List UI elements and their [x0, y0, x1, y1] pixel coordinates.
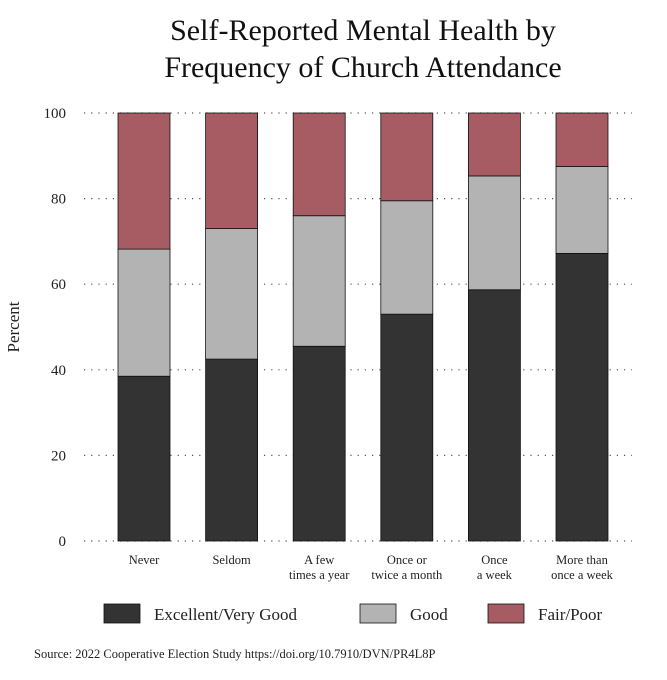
- bar-segment-good-3: [292, 215, 346, 347]
- x-category-label: Never: [129, 553, 160, 567]
- y-axis-ticks: 0 20 40 60 80 100: [44, 106, 67, 550]
- x-category-label: More than: [556, 553, 608, 567]
- legend-label: Fair/Poor: [538, 605, 603, 624]
- chart-title-line-1: Self-Reported Mental Health by: [170, 14, 556, 47]
- bar-segment-fair-poor-6: [555, 112, 609, 167]
- y-tick-label: 100: [44, 106, 67, 122]
- legend-swatch-excellent-very-good: [103, 603, 141, 624]
- x-category-label: times a year: [289, 568, 350, 582]
- y-tick-label: 20: [51, 448, 66, 464]
- bar-segment-fair-poor-1: [117, 112, 171, 250]
- x-category-label: twice a month: [371, 568, 443, 582]
- bar-segment-excellent-very-good-2: [205, 358, 259, 542]
- bar-segment-good-2: [205, 228, 259, 360]
- legend-swatch-fair-poor: [487, 603, 525, 624]
- legend-swatch-good: [359, 603, 397, 624]
- bars: [117, 112, 609, 542]
- chart-title-line-2: Frequency of Church Attendance: [164, 51, 561, 84]
- bar-segment-fair-poor-2: [205, 112, 259, 229]
- bar-segment-excellent-very-good-4: [380, 313, 434, 542]
- legend: Excellent/Very Good Good Fair/Poor: [103, 603, 603, 624]
- y-tick-label: 60: [51, 277, 66, 293]
- x-category-label: Seldom: [212, 553, 250, 567]
- y-axis-title: Percent: [4, 301, 23, 352]
- bar-segment-excellent-very-good-5: [467, 289, 521, 542]
- legend-label: Good: [410, 605, 448, 624]
- y-tick-label: 80: [51, 192, 66, 208]
- bar-segment-good-5: [467, 175, 521, 291]
- y-tick-label: 40: [51, 363, 66, 379]
- bar-segment-fair-poor-3: [292, 112, 346, 217]
- x-category-label: a week: [477, 568, 513, 582]
- legend-label: Excellent/Very Good: [154, 605, 298, 624]
- bar-segment-good-1: [117, 248, 171, 377]
- bar-segment-fair-poor-5: [467, 112, 521, 177]
- x-category-label: Once: [481, 553, 508, 567]
- y-tick-label: 0: [59, 534, 67, 550]
- bar-segment-excellent-very-good-3: [292, 345, 346, 542]
- x-category-label: A few: [304, 553, 334, 567]
- bar-segment-good-4: [380, 200, 434, 315]
- source-note: Source: 2022 Cooperative Election Study …: [34, 647, 436, 661]
- bar-segment-excellent-very-good-1: [117, 375, 171, 542]
- x-category-label: once a week: [551, 568, 614, 582]
- bar-segment-excellent-very-good-6: [555, 252, 609, 542]
- bar-segment-fair-poor-4: [380, 112, 434, 202]
- x-category-label: Once or: [387, 553, 428, 567]
- bar-segment-good-6: [555, 166, 609, 254]
- gridlines: [84, 112, 632, 542]
